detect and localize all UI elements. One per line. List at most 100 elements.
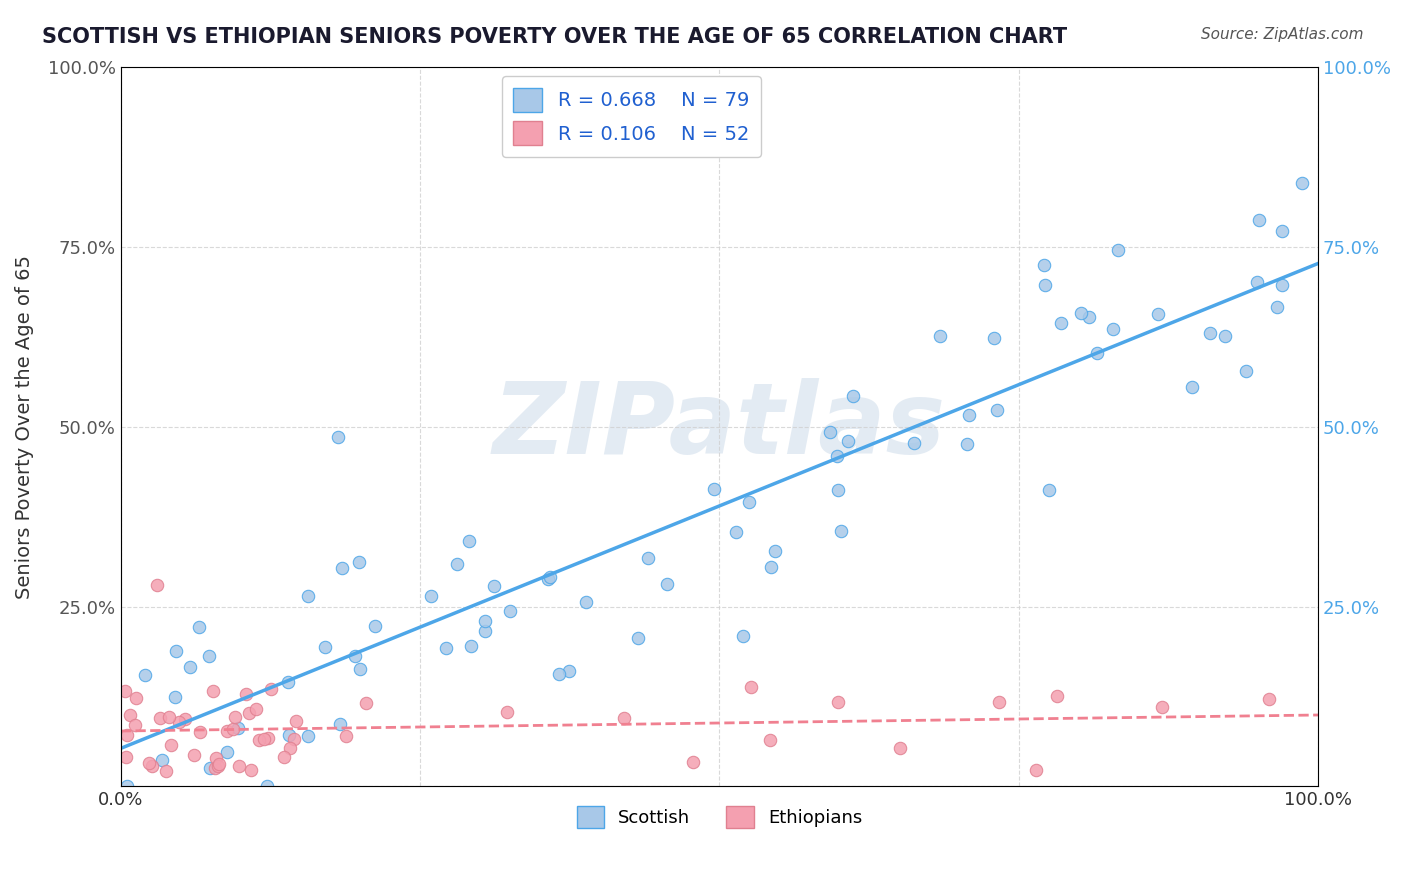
Scottish xyxy=(1085,346,1108,360)
Scottish xyxy=(163,690,186,704)
Scottish xyxy=(474,624,496,638)
Scottish xyxy=(278,728,301,742)
Scottish xyxy=(957,408,980,422)
Scottish xyxy=(548,667,571,681)
Scottish xyxy=(1271,278,1294,293)
Ethiopians xyxy=(115,750,138,764)
Ethiopians xyxy=(155,764,177,778)
Scottish xyxy=(725,524,748,539)
Ethiopians xyxy=(215,724,238,739)
Scottish xyxy=(558,665,581,679)
Ethiopians xyxy=(740,680,762,694)
Scottish xyxy=(226,721,249,735)
Ethiopians xyxy=(148,711,170,725)
Scottish xyxy=(837,434,859,449)
Ethiopians xyxy=(235,687,257,701)
Ethiopians xyxy=(257,731,280,745)
Ethiopians xyxy=(827,695,849,709)
Text: Source: ZipAtlas.com: Source: ZipAtlas.com xyxy=(1201,27,1364,42)
Scottish xyxy=(1107,243,1129,257)
Ethiopians xyxy=(252,731,274,746)
Ethiopians xyxy=(160,738,183,752)
Y-axis label: Seniors Poverty Over the Age of 65: Seniors Poverty Over the Age of 65 xyxy=(15,254,34,599)
Ethiopians xyxy=(613,711,636,725)
Scottish xyxy=(347,555,370,569)
Ethiopians xyxy=(335,730,357,744)
Scottish xyxy=(329,717,352,731)
Scottish xyxy=(637,551,659,566)
Scottish xyxy=(117,780,139,794)
Scottish xyxy=(460,639,482,653)
Scottish xyxy=(150,754,173,768)
Scottish xyxy=(1181,379,1204,393)
Ethiopians xyxy=(138,756,160,771)
Scottish xyxy=(538,570,561,584)
Scottish xyxy=(297,590,319,604)
Text: ZIPatlas: ZIPatlas xyxy=(494,378,946,475)
Scottish xyxy=(655,577,678,591)
Ethiopians xyxy=(224,709,246,723)
Ethiopians xyxy=(228,759,250,773)
Scottish xyxy=(256,780,278,794)
Ethiopians xyxy=(141,759,163,773)
Scottish xyxy=(830,524,852,538)
Scottish xyxy=(297,729,319,743)
Scottish xyxy=(134,668,156,682)
Scottish xyxy=(165,643,187,657)
Scottish xyxy=(1147,307,1170,321)
Ethiopians xyxy=(125,691,148,706)
Scottish xyxy=(434,641,457,656)
Scottish xyxy=(1035,278,1057,293)
Scottish xyxy=(198,649,221,664)
Scottish xyxy=(277,675,299,690)
Scottish xyxy=(1050,316,1073,330)
Scottish xyxy=(419,589,441,603)
Ethiopians xyxy=(204,761,226,775)
Ethiopians xyxy=(1046,690,1069,704)
Ethiopians xyxy=(188,725,211,739)
Ethiopians xyxy=(260,681,283,696)
Scottish xyxy=(364,618,387,632)
Scottish xyxy=(986,403,1008,417)
Ethiopians xyxy=(124,718,146,732)
Scottish xyxy=(499,604,522,618)
Ethiopians xyxy=(283,731,305,746)
Scottish xyxy=(759,559,782,574)
Scottish xyxy=(738,495,761,509)
Ethiopians xyxy=(889,740,911,755)
Ethiopians xyxy=(273,749,295,764)
Scottish xyxy=(818,425,841,439)
Scottish xyxy=(733,629,755,643)
Ethiopians xyxy=(207,759,229,773)
Scottish xyxy=(763,543,786,558)
Scottish xyxy=(1271,224,1294,238)
Ethiopians xyxy=(354,696,377,710)
Ethiopians xyxy=(1258,692,1281,706)
Scottish xyxy=(1265,300,1288,314)
Scottish xyxy=(349,662,371,676)
Ethiopians xyxy=(759,733,782,747)
Ethiopians xyxy=(245,701,267,715)
Ethiopians xyxy=(117,728,139,742)
Ethiopians xyxy=(157,709,180,723)
Scottish xyxy=(537,573,560,587)
Scottish xyxy=(1102,322,1125,336)
Ethiopians xyxy=(278,740,301,755)
Ethiopians xyxy=(221,722,243,736)
Scottish xyxy=(1246,276,1268,290)
Scottish xyxy=(1291,176,1313,190)
Scottish xyxy=(929,329,952,343)
Scottish xyxy=(1038,483,1060,497)
Scottish xyxy=(575,595,598,609)
Ethiopians xyxy=(682,755,704,769)
Ethiopians xyxy=(118,708,141,723)
Scottish xyxy=(825,449,848,463)
Scottish xyxy=(1077,310,1099,324)
Ethiopians xyxy=(174,712,197,726)
Scottish xyxy=(1249,212,1271,227)
Ethiopians xyxy=(1152,700,1174,714)
Ethiopians xyxy=(238,706,260,720)
Scottish xyxy=(215,745,238,759)
Scottish xyxy=(627,631,650,645)
Scottish xyxy=(1033,258,1056,272)
